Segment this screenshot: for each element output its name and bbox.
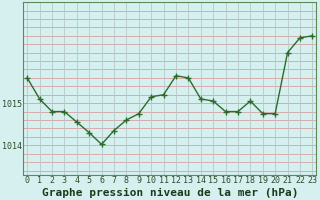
X-axis label: Graphe pression niveau de la mer (hPa): Graphe pression niveau de la mer (hPa)	[42, 188, 298, 198]
